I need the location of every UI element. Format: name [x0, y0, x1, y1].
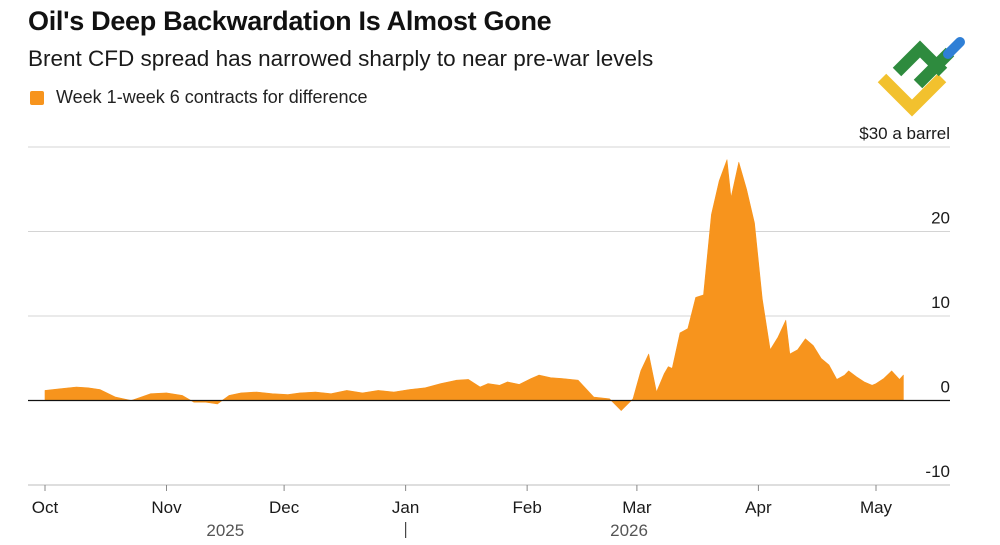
x-tick-label: Dec — [269, 498, 300, 517]
logo-yellow-chevron — [877, 73, 947, 117]
series-area — [44, 159, 904, 411]
x-tick-label: Mar — [622, 498, 652, 517]
legend-label: Week 1-week 6 contracts for difference — [56, 87, 368, 107]
legend: Week 1-week 6 contracts for difference — [30, 87, 367, 108]
x-tick-label: Jan — [392, 498, 419, 517]
y-tick-label: -10 — [925, 462, 950, 481]
x-tick-label: Oct — [32, 498, 59, 517]
x-tick-label: Apr — [745, 498, 772, 517]
y-tick-label: 10 — [931, 293, 950, 312]
brand-logo-icon — [877, 37, 965, 117]
year-label: 2025 — [206, 521, 244, 540]
logo-blue-arrow — [943, 37, 965, 59]
x-tick-label: Nov — [151, 498, 182, 517]
y-tick-label: 0 — [941, 378, 950, 397]
x-tick-label: May — [860, 498, 893, 517]
y-tick-label: 20 — [931, 209, 950, 228]
legend-swatch — [30, 90, 44, 105]
chart-subtitle: Brent CFD spread has narrowed sharply to… — [28, 46, 654, 71]
x-tick-label: Feb — [512, 498, 541, 517]
y-tick-label: $30 a barrel — [859, 124, 950, 143]
year-label: 2026 — [610, 521, 648, 540]
chart-title: Oil's Deep Backwardation Is Almost Gone — [28, 6, 552, 36]
